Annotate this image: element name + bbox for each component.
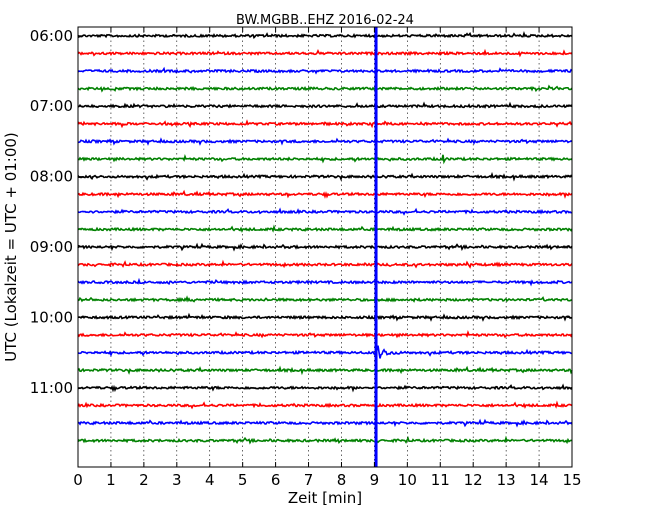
trace-0830 xyxy=(77,207,573,216)
traces xyxy=(77,27,573,467)
trace-0900 xyxy=(77,242,573,252)
trace-1130 xyxy=(77,418,573,428)
x-axis-label: Zeit [min] xyxy=(288,489,362,507)
y-tick-label: 07:00 xyxy=(30,97,73,115)
trace-1045 xyxy=(77,365,573,376)
y-tick-label: 11:00 xyxy=(30,379,73,397)
trace-1000 xyxy=(77,312,573,322)
x-tick-label: 9 xyxy=(370,471,380,489)
x-tick-label: 4 xyxy=(205,471,215,489)
y-axis-ticks: 06:00 07:00 08:00 09:00 10:00 11:00 xyxy=(30,27,572,397)
trace-0715 xyxy=(77,119,573,129)
trace-0930 xyxy=(77,277,573,287)
x-tick-label: 13 xyxy=(497,471,516,489)
x-tick-label: 3 xyxy=(172,471,182,489)
x-tick-label: 1 xyxy=(106,471,116,489)
y-tick-label: 09:00 xyxy=(30,238,73,256)
trace-0700 xyxy=(77,101,573,109)
y-tick-label: 08:00 xyxy=(30,168,73,186)
trace-0615 xyxy=(77,48,573,58)
trace-0915 xyxy=(77,259,573,269)
x-tick-label: 11 xyxy=(431,471,450,489)
x-tick-label: 6 xyxy=(271,471,281,489)
x-tick-label: 14 xyxy=(530,471,549,489)
y-tick-label: 10:00 xyxy=(30,308,73,326)
trace-0745 xyxy=(77,154,573,165)
x-tick-label: 0 xyxy=(73,471,83,489)
trace-0815 xyxy=(77,189,573,199)
trace-1115 xyxy=(77,400,573,410)
x-tick-label: 2 xyxy=(139,471,149,489)
trace-1030 xyxy=(77,345,573,359)
trace-1015 xyxy=(77,330,573,339)
trace-1100 xyxy=(77,383,573,393)
trace-0645 xyxy=(77,84,573,93)
y-tick-label: 06:00 xyxy=(30,27,73,45)
trace-0845 xyxy=(77,224,573,233)
x-tick-label: 7 xyxy=(304,471,314,489)
y-axis-label: UTC (Lokalzeit = UTC + 01:00) xyxy=(2,132,20,362)
x-tick-label: 8 xyxy=(337,471,347,489)
x-tick-label: 5 xyxy=(238,471,248,489)
trace-0800 xyxy=(77,171,573,182)
x-tick-label: 12 xyxy=(464,471,483,489)
x-tick-label: 10 xyxy=(398,471,417,489)
trace-0730 xyxy=(77,137,573,146)
trace-0600 xyxy=(77,30,573,40)
x-tick-label: 15 xyxy=(562,471,581,489)
chart-title: BW.MGBB..EHZ 2016-02-24 xyxy=(236,13,414,28)
trace-0630 xyxy=(77,66,573,75)
trace-1145 xyxy=(77,435,573,445)
x-axis-ticks: 0 1 2 3 4 5 6 7 8 9 10 11 12 13 14 15 xyxy=(73,27,582,489)
trace-0945 xyxy=(77,295,573,303)
